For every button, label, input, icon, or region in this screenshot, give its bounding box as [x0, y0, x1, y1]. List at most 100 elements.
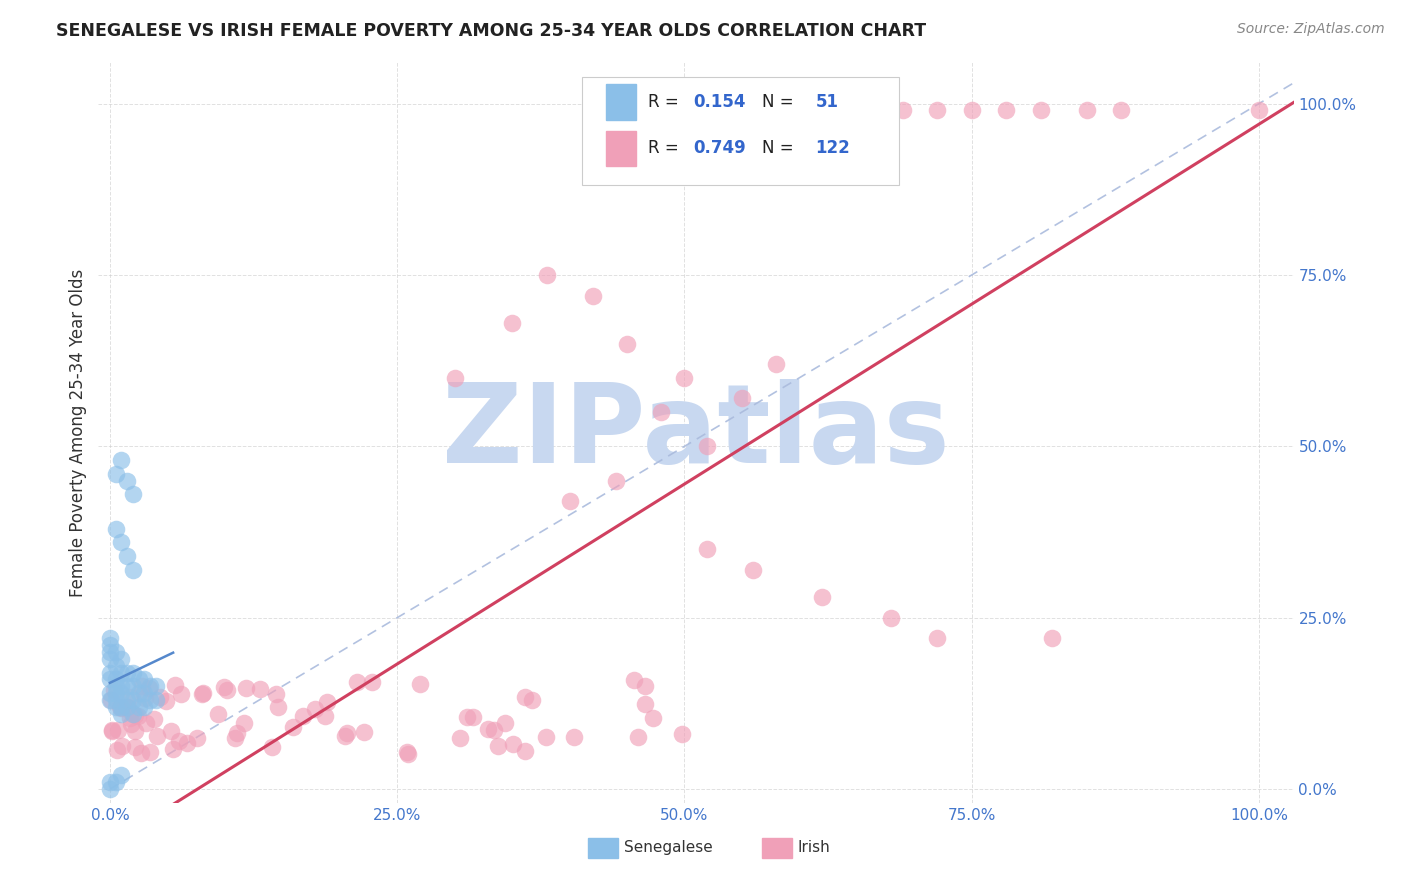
Point	[891, 103, 914, 118]
Point	[115, 474, 138, 488]
Point	[115, 699, 138, 714]
Point	[260, 739, 283, 754]
Point	[127, 709, 149, 723]
Point	[191, 687, 214, 701]
Point	[110, 652, 132, 666]
Point	[129, 746, 152, 760]
Point	[139, 693, 162, 707]
Text: 122: 122	[815, 139, 851, 157]
Point	[107, 723, 129, 737]
Point	[115, 679, 138, 693]
Point	[100, 723, 122, 738]
FancyBboxPatch shape	[582, 78, 900, 185]
Point	[128, 699, 150, 714]
Point	[98, 645, 121, 659]
Point	[104, 658, 127, 673]
Point	[128, 673, 150, 687]
Point	[395, 745, 418, 759]
Point	[122, 679, 145, 693]
Point	[995, 103, 1018, 118]
FancyBboxPatch shape	[589, 838, 619, 858]
Point	[131, 679, 153, 693]
Point	[513, 744, 536, 758]
Point	[134, 690, 156, 705]
Point	[501, 316, 523, 330]
Point	[167, 733, 190, 747]
Text: SENEGALESE VS IRISH FEMALE POVERTY AMONG 25-34 YEAR OLDS CORRELATION CHART: SENEGALESE VS IRISH FEMALE POVERTY AMONG…	[56, 22, 927, 40]
Point	[120, 706, 142, 720]
Point	[111, 739, 134, 753]
Point	[134, 699, 156, 714]
Y-axis label: Female Poverty Among 25-34 Year Olds: Female Poverty Among 25-34 Year Olds	[69, 268, 87, 597]
Point	[176, 736, 198, 750]
Point	[214, 680, 236, 694]
Point	[110, 701, 132, 715]
Point	[502, 737, 524, 751]
Point	[98, 673, 121, 687]
Point	[100, 693, 122, 707]
Point	[139, 679, 162, 693]
Point	[217, 682, 239, 697]
Point	[98, 782, 121, 797]
Point	[616, 336, 638, 351]
Point	[103, 682, 125, 697]
Point	[558, 494, 581, 508]
Point	[104, 467, 127, 481]
Point	[249, 682, 271, 697]
Point	[960, 103, 983, 118]
Text: ZIPatlas: ZIPatlas	[441, 379, 950, 486]
Point	[128, 686, 150, 700]
Point	[207, 707, 229, 722]
Point	[118, 710, 141, 724]
Point	[456, 710, 478, 724]
Point	[1247, 103, 1270, 118]
Point	[104, 673, 127, 687]
Point	[110, 699, 132, 714]
Point	[396, 747, 419, 762]
Point	[105, 743, 128, 757]
Point	[333, 729, 356, 743]
Point	[134, 673, 156, 687]
Text: R =: R =	[648, 139, 685, 157]
Point	[823, 103, 845, 118]
Point	[449, 731, 471, 745]
Point	[98, 775, 121, 789]
Point	[482, 723, 505, 738]
Point	[267, 700, 290, 714]
Text: Source: ZipAtlas.com: Source: ZipAtlas.com	[1237, 22, 1385, 37]
Text: R =: R =	[648, 93, 685, 111]
Point	[536, 268, 558, 282]
Point	[443, 371, 465, 385]
Point	[346, 674, 368, 689]
Point	[360, 675, 382, 690]
Text: Senegalese: Senegalese	[624, 840, 713, 855]
Point	[104, 693, 127, 707]
Text: N =: N =	[762, 93, 799, 111]
Point	[162, 742, 184, 756]
Point	[409, 676, 432, 690]
Point	[110, 706, 132, 721]
Point	[142, 712, 165, 726]
Point	[581, 288, 603, 302]
Point	[98, 638, 121, 652]
Point	[124, 739, 146, 754]
Point	[353, 725, 375, 739]
Point	[1109, 103, 1132, 118]
Point	[477, 723, 499, 737]
Point	[104, 679, 127, 693]
Point	[235, 681, 257, 695]
Text: 0.154: 0.154	[693, 93, 747, 111]
FancyBboxPatch shape	[606, 130, 637, 166]
Point	[634, 697, 657, 711]
Point	[138, 746, 160, 760]
Point	[880, 611, 903, 625]
Point	[98, 665, 121, 680]
Point	[115, 665, 138, 680]
Point	[104, 522, 127, 536]
Point	[336, 726, 359, 740]
Point	[110, 686, 132, 700]
Point	[122, 665, 145, 680]
Point	[671, 727, 693, 741]
Point	[115, 693, 138, 707]
Point	[634, 679, 657, 693]
